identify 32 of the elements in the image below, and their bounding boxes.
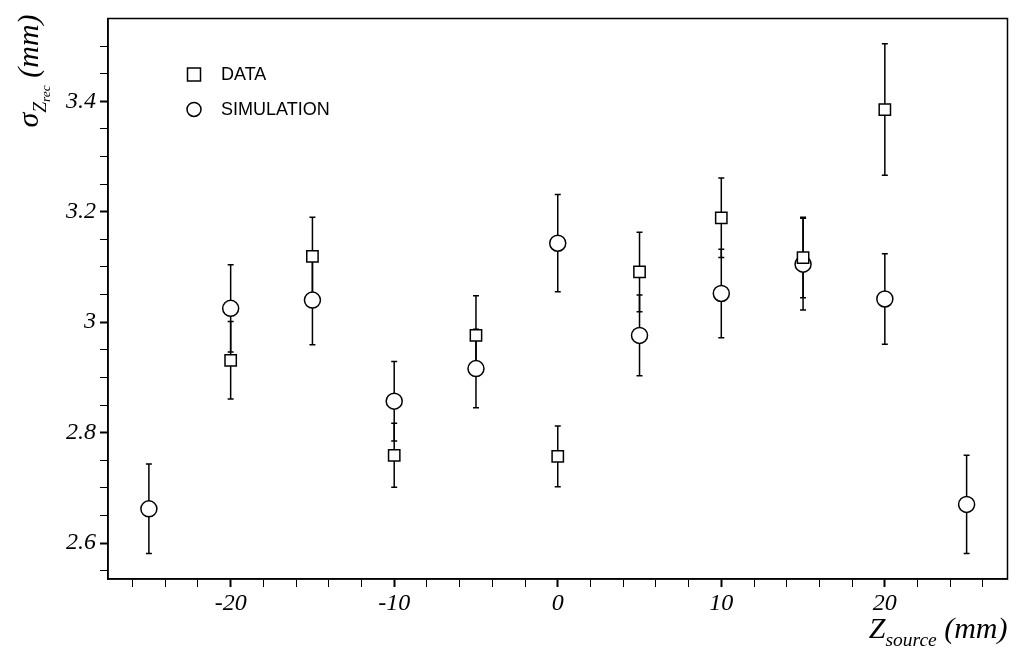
y-tick-label: 3.4 <box>65 86 96 113</box>
point <box>469 329 483 342</box>
point <box>387 448 401 462</box>
x-tick-label: -10 <box>378 588 411 615</box>
point <box>876 290 894 308</box>
legend-label: DATA <box>221 64 267 85</box>
point <box>549 234 567 252</box>
point <box>221 299 240 318</box>
point <box>712 284 731 303</box>
x-tick-label: 10 <box>709 588 734 615</box>
point <box>551 449 565 463</box>
y-tick-label: 3 <box>83 307 96 334</box>
point <box>796 251 810 264</box>
y-tick-label: 2.6 <box>66 528 96 555</box>
y-tick-label: 2.8 <box>66 417 96 444</box>
point <box>224 353 238 367</box>
x-tick-label: 0 <box>551 588 564 615</box>
point <box>385 392 403 410</box>
y-axis-title: σZrec (mm) <box>11 14 53 128</box>
point <box>630 326 649 345</box>
point <box>957 495 976 514</box>
point <box>633 265 646 279</box>
legend-label: SIMULATION <box>221 99 330 120</box>
point <box>878 103 892 116</box>
point <box>140 500 158 518</box>
point <box>303 291 322 309</box>
point <box>306 250 319 263</box>
y-tick-label: 3.2 <box>65 197 96 224</box>
x-tick-label: -20 <box>214 588 247 615</box>
point <box>714 211 728 225</box>
point <box>467 359 485 378</box>
x-tick-label: 20 <box>872 588 897 615</box>
